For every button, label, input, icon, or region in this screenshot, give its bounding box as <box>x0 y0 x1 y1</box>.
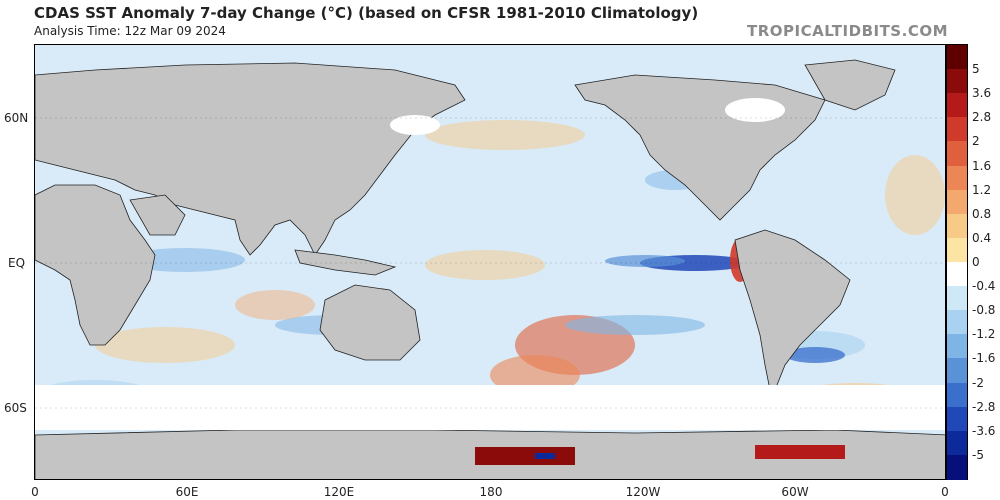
eurasia-land <box>35 62 466 256</box>
source-credit: TROPICALTIDBITS.COM <box>747 22 948 40</box>
analysis-time: Analysis Time: 12z Mar 09 2024 <box>34 24 226 38</box>
colorbar-tick-label: 5 <box>972 62 980 77</box>
colorbar-tick-label: 1.6 <box>972 158 992 173</box>
colorbar-segment <box>947 454 967 480</box>
colorbar-segment <box>947 237 967 263</box>
colorbar-segment <box>947 117 967 143</box>
colorbar-segment <box>947 382 967 408</box>
lon-label-120e: 120E <box>323 485 355 499</box>
africa-land <box>35 184 156 346</box>
sea-ice <box>35 98 945 430</box>
colorbar-segment <box>947 165 967 191</box>
colorbar-tick-label: -1.6 <box>972 351 996 366</box>
colorbar-segment <box>947 189 967 215</box>
colorbar-segment <box>947 141 967 167</box>
antarctic-anomalies <box>475 445 845 465</box>
colorbar-segment <box>947 334 967 360</box>
colorbar <box>946 44 968 480</box>
colorbar-tick-label: 2.8 <box>972 110 992 125</box>
colorbar-segment <box>947 69 967 95</box>
lat-label-60n: 60N <box>4 111 29 125</box>
colorbar-segment <box>947 286 967 312</box>
colorbar-tick-label: 0 <box>972 255 980 269</box>
colorbar-tick-label: 1.2 <box>972 182 992 197</box>
colorbar-segment <box>947 45 967 70</box>
colorbar-tick-label: -2.8 <box>972 399 996 414</box>
arabia-land <box>129 194 186 236</box>
south-america-land <box>734 229 851 391</box>
colorbar-segment <box>947 213 967 239</box>
colorbar-tick-label: 3.6 <box>972 86 992 101</box>
colorbar-tick-label: -3.6 <box>972 423 996 438</box>
lon-label-60e: 60E <box>175 485 199 499</box>
graticule <box>35 117 945 409</box>
colorbar-segment <box>947 358 967 384</box>
lon-label-60w: 60W <box>781 485 809 499</box>
lon-label-120w: 120W <box>625 485 661 499</box>
colorbar-tick-label: -0.4 <box>972 279 996 294</box>
north-america-land <box>574 74 826 221</box>
land-masses <box>35 59 945 479</box>
colorbar-tick-label: 2 <box>972 134 980 149</box>
map-canvas <box>35 59 945 479</box>
colorbar-tick-label: 0.4 <box>972 230 992 245</box>
sst-anomaly-map <box>34 44 946 480</box>
colorbar-tick-label: -1.2 <box>972 327 996 342</box>
colorbar-segment <box>947 93 967 119</box>
lat-label-eq: EQ <box>8 256 26 270</box>
colorbar-tick-label: -0.8 <box>972 303 996 318</box>
colorbar-segment <box>947 310 967 336</box>
australia-land <box>319 284 421 361</box>
indonesia-land <box>294 249 397 276</box>
greenland-land <box>804 59 896 111</box>
chart-title: CDAS SST Anomaly 7-day Change (°C) (base… <box>34 4 699 22</box>
colorbar-segment <box>947 430 967 456</box>
colorbar-segment <box>947 406 967 432</box>
colorbar-segment <box>947 262 967 287</box>
lon-label-180: 180 <box>479 485 503 499</box>
lat-label-60s: 60S <box>4 401 27 415</box>
colorbar-tick-label: -2 <box>972 375 984 390</box>
colorbar-tick-label: 0.8 <box>972 206 992 221</box>
colorbar-tick-label: -5 <box>972 447 984 462</box>
lon-label-0-east: 0 <box>941 485 949 499</box>
lon-label-0: 0 <box>31 485 39 499</box>
